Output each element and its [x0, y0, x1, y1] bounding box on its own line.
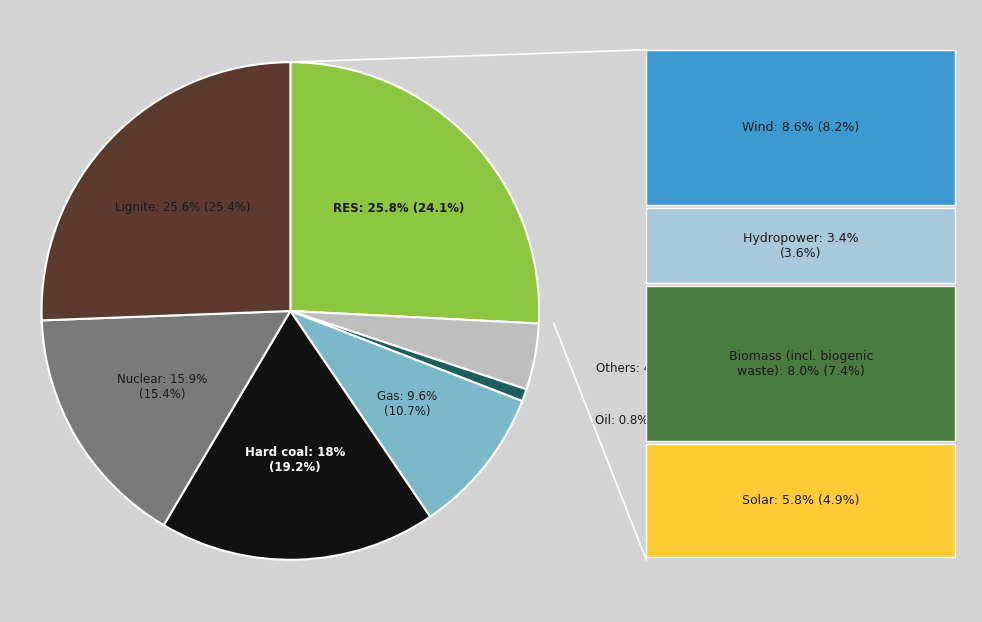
Text: Oil: 0.8% (1.1%): Oil: 0.8% (1.1%) — [595, 414, 691, 427]
Text: Others: 4.3% (4.1%): Others: 4.3% (4.1%) — [596, 362, 716, 375]
Bar — [646, 50, 955, 205]
Wedge shape — [41, 62, 291, 320]
Wedge shape — [164, 311, 430, 560]
Wedge shape — [291, 311, 526, 401]
Wedge shape — [291, 62, 539, 323]
Text: Nuclear: 15.9%
(15.4%): Nuclear: 15.9% (15.4%) — [117, 373, 207, 401]
Text: RES: 25.8% (24.1%): RES: 25.8% (24.1%) — [333, 202, 464, 215]
Text: Wind: 8.6% (8.2%): Wind: 8.6% (8.2%) — [742, 121, 859, 134]
Wedge shape — [41, 311, 291, 525]
Bar — [646, 208, 955, 283]
Text: Gas: 9.6%
(10.7%): Gas: 9.6% (10.7%) — [377, 390, 437, 418]
Text: Hydropower: 3.4%
(3.6%): Hydropower: 3.4% (3.6%) — [743, 231, 858, 259]
Text: Lignite: 25.6% (25.4%): Lignite: 25.6% (25.4%) — [115, 201, 250, 214]
Text: Solar: 5.8% (4.9%): Solar: 5.8% (4.9%) — [742, 494, 859, 507]
Wedge shape — [291, 311, 539, 389]
Bar — [646, 286, 955, 442]
Text: Hard coal: 18%
(19.2%): Hard coal: 18% (19.2%) — [245, 446, 346, 474]
Bar — [646, 444, 955, 557]
Wedge shape — [291, 311, 522, 517]
Text: Biomass (incl. biogenic
waste): 8.0% (7.4%): Biomass (incl. biogenic waste): 8.0% (7.… — [729, 350, 873, 378]
